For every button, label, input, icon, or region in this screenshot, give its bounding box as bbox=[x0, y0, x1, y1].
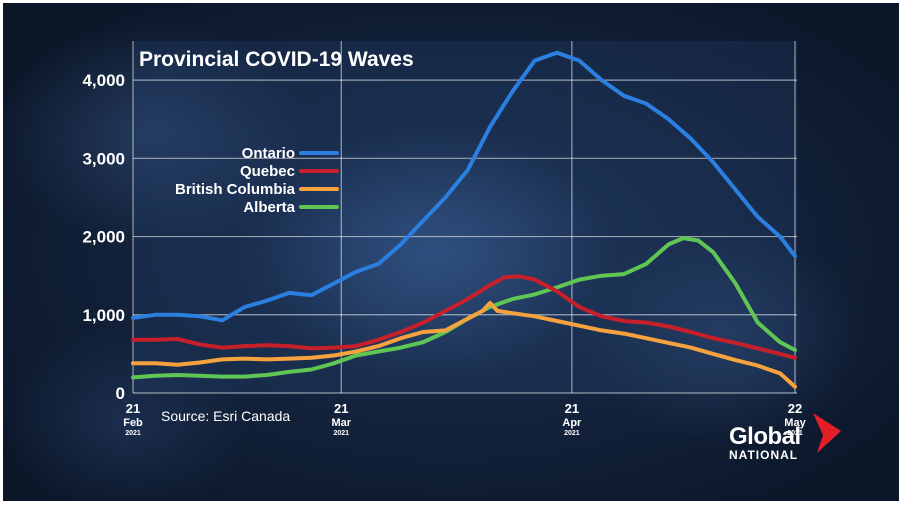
x-tick-year: 2021 bbox=[125, 430, 141, 437]
plot-area bbox=[133, 41, 797, 393]
x-tick-date: 21 bbox=[334, 401, 348, 416]
series-line-quebec bbox=[131, 274, 797, 360]
x-tick-date: 21 bbox=[126, 401, 140, 416]
y-axis-ticks: 0 1,000 2,000 3,000 4,000 bbox=[82, 71, 125, 403]
x-tick-date: 22 bbox=[788, 401, 802, 416]
series-lines bbox=[131, 50, 797, 389]
y-tick-label: 4,000 bbox=[82, 71, 125, 90]
series-line-ontario bbox=[131, 50, 797, 323]
series-line-british-columbia bbox=[131, 301, 797, 389]
chart-title: Provincial COVID-19 Waves bbox=[139, 48, 414, 71]
y-tick-label: 2,000 bbox=[82, 228, 125, 247]
x-tick-month: Apr bbox=[562, 417, 582, 429]
y-tick-label: 1,000 bbox=[82, 306, 125, 325]
x-tick-year: 2021 bbox=[787, 430, 803, 437]
legend-label: British Columbia bbox=[175, 181, 296, 198]
x-tick-month: Feb bbox=[123, 417, 143, 429]
global-national-logo: Global NATIONAL bbox=[729, 413, 849, 473]
legend-label: Alberta bbox=[243, 199, 295, 216]
logo-sub: NATIONAL bbox=[729, 448, 799, 462]
logo-word: Global bbox=[729, 423, 801, 450]
x-tick-date: 21 bbox=[565, 401, 579, 416]
x-tick-year: 2021 bbox=[333, 430, 349, 437]
y-tick-label: 0 bbox=[116, 384, 125, 403]
legend-label: Ontario bbox=[242, 145, 295, 162]
y-tick-label: 3,000 bbox=[82, 149, 125, 168]
gridlines bbox=[132, 41, 797, 394]
chart-panel: 0 1,000 2,000 3,000 4,000 21 Feb 2021 21 Mar 2021… bbox=[3, 3, 899, 501]
x-tick-month: May bbox=[784, 417, 806, 429]
x-tick-month: Mar bbox=[331, 417, 351, 429]
legend-label: Quebec bbox=[240, 163, 295, 180]
x-tick-year: 2021 bbox=[564, 430, 580, 437]
source-note: Source: Esri Canada bbox=[161, 408, 290, 424]
logo-g-mark-icon bbox=[813, 413, 841, 453]
